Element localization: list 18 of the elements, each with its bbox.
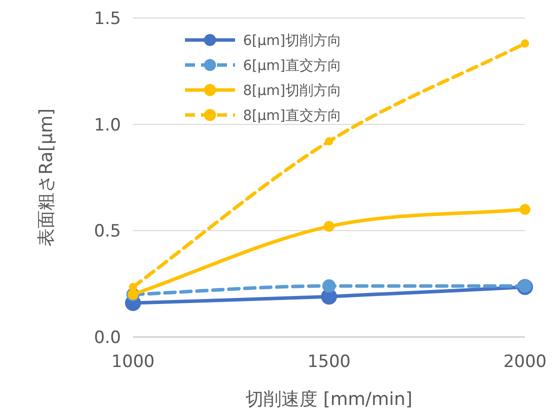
x-tick-label: 2000 — [503, 352, 547, 372]
y-tick-label: 1.0 — [94, 115, 121, 136]
legend-label: 8[μm]切削方向 — [243, 83, 342, 99]
legend-label: 6[μm]切削方向 — [243, 33, 342, 49]
y-axis-title: 表面粗さRa[μm] — [36, 108, 57, 247]
x-axis-title: 切削速度 [mm/min] — [246, 389, 412, 410]
y-tick-label: 0.5 — [94, 222, 121, 242]
y-tick-label: 1.5 — [94, 9, 121, 29]
legend-label: 6[μm]直交方向 — [243, 58, 342, 74]
point — [322, 279, 336, 293]
legend-label: 8[μm]直交方向 — [243, 108, 342, 124]
point — [520, 39, 530, 48]
x-tick-label: 1500 — [307, 352, 351, 372]
point — [324, 137, 334, 146]
point — [324, 221, 334, 232]
x-tick-label: 1000 — [111, 352, 155, 372]
y-tick-label: 0.0 — [94, 328, 121, 348]
point — [520, 204, 530, 215]
